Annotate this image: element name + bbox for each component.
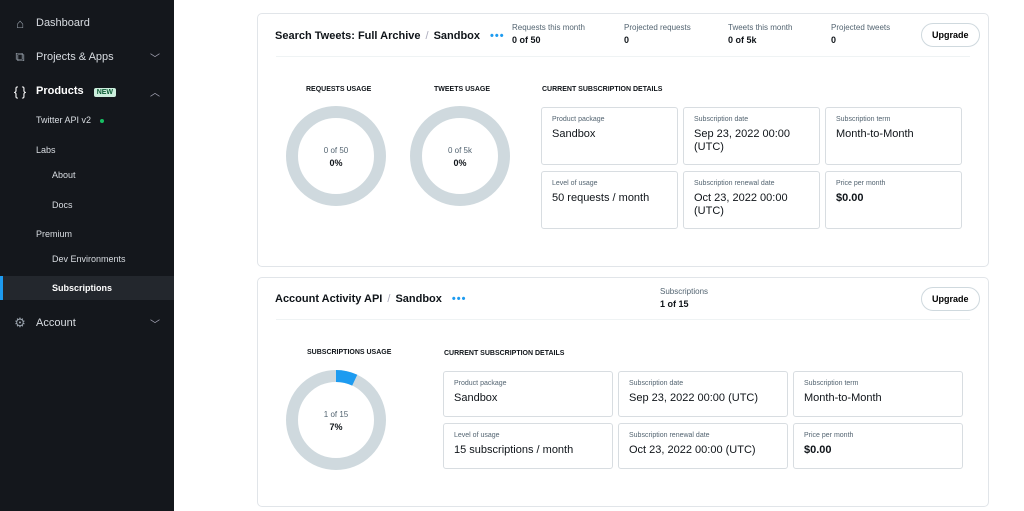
sidebar-item-about[interactable]: About [52,170,76,180]
account-activity-card: Account Activity API / Sandbox ••• Subscrip… [257,277,989,507]
detail-box: Product package Sandbox [541,107,678,165]
detail-label: Product package [454,380,507,387]
braces-icon: { } [13,83,27,99]
sidebar-item-dev-environments[interactable]: Dev Environments [52,254,126,264]
detail-box: Subscription date Sep 23, 2022 00:00 (UTC… [683,107,820,165]
detail-box: Subscription term Month-to-Month [793,371,963,417]
detail-box: Product package Sandbox [443,371,613,417]
detail-value: Sandbox [454,392,498,404]
donut-track [410,106,510,206]
detail-box: Subscription renewal date Oct 23, 2022 00… [618,423,788,469]
more-icon[interactable]: ••• [451,293,467,305]
detail-label: Subscription renewal date [694,180,775,187]
detail-label: Subscription term [804,380,859,387]
detail-box: Subscription renewal date Oct 23, 2022 00… [683,171,820,229]
sidebar-item-products[interactable]: { } Products NEW ︿ [13,83,160,99]
detail-label: Subscription date [629,380,684,387]
home-icon: ⌂ [16,15,24,31]
detail-label: Subscription date [694,116,749,123]
more-icon[interactable]: ••• [490,30,505,42]
donut-fill [286,370,386,470]
detail-label: Level of usage [552,180,598,187]
sidebar-item-premium[interactable]: Premium [36,229,73,239]
subscriptions-usage-donut [286,370,386,470]
upgrade-button[interactable]: Upgrade [921,23,980,47]
detail-box: Subscription term Month-to-Month [825,107,962,165]
detail-value: $0.00 [836,192,864,204]
product-title: Account Activity API / Sandbox ••• [275,293,467,305]
detail-value: Sep 23, 2022 00:00 (UTC) [694,128,791,153]
tweets-usage-donut [410,106,510,206]
donut-track [286,106,386,206]
chevron-up-icon: ︿ [150,87,160,99]
status-dot [99,118,104,123]
detail-label: Product package [552,116,605,123]
sidebar-item-account[interactable]: ⚙ Account ﹀ [0,314,174,332]
search-tweets-card: Search Tweets: Full Archive / Sandbox ••• R… [257,13,989,267]
detail-label: Price per month [836,180,886,187]
chevron-down-icon: ﹀ [150,319,160,331]
sidebar-item-subscriptions[interactable]: Subscriptions [0,276,174,300]
detail-label: Subscription renewal date [629,432,710,439]
new-badge: NEW [93,88,117,97]
sitemap-icon: ⧉ [15,49,25,64]
detail-value: Oct 23, 2022 00:00 (UTC) [694,192,788,217]
detail-value: Oct 23, 2022 00:00 (UTC) [629,444,756,456]
detail-label: Subscription term [836,116,891,123]
detail-value: 50 requests / month [552,192,650,204]
detail-label: Price per month [804,432,854,439]
detail-box: Level of usage 15 subscriptions / month [443,423,613,469]
sidebar-item-projects[interactable]: ⧉ Projects & Apps ﹀ [0,48,174,66]
detail-value: Sandbox [552,128,596,140]
detail-box: Price per month $0.00 [825,171,962,229]
detail-box: Subscription date Sep 23, 2022 00:00 (UTC… [618,371,788,417]
detail-label: Level of usage [454,432,500,439]
sidebar-item-labs[interactable]: Labs [36,145,56,155]
sidebar-item-docs[interactable]: Docs [52,200,73,210]
requests-usage-donut [286,106,386,206]
detail-value: Sep 23, 2022 00:00 (UTC) [629,392,759,404]
sidebar-item-twitter-api-v2[interactable]: Twitter API v2 [36,115,104,125]
detail-box: Price per month $0.00 [793,423,963,469]
sidebar-item-dashboard[interactable]: ⌂ Dashboard [0,14,174,32]
detail-value: Month-to-Month [804,392,882,404]
detail-box: Level of usage 50 requests / month [541,171,678,229]
detail-value: $0.00 [804,444,832,456]
detail-value: 15 subscriptions / month [454,444,574,456]
product-title: Search Tweets: Full Archive / Sandbox ••• [275,30,505,42]
upgrade-button[interactable]: Upgrade [921,287,980,311]
detail-value: Month-to-Month [836,128,914,140]
gear-icon: ⚙ [14,315,26,330]
sidebar: ⌂ Dashboard ⧉ Projects & Apps ﹀ { } Products… [0,0,174,511]
chevron-down-icon: ﹀ [150,53,160,65]
